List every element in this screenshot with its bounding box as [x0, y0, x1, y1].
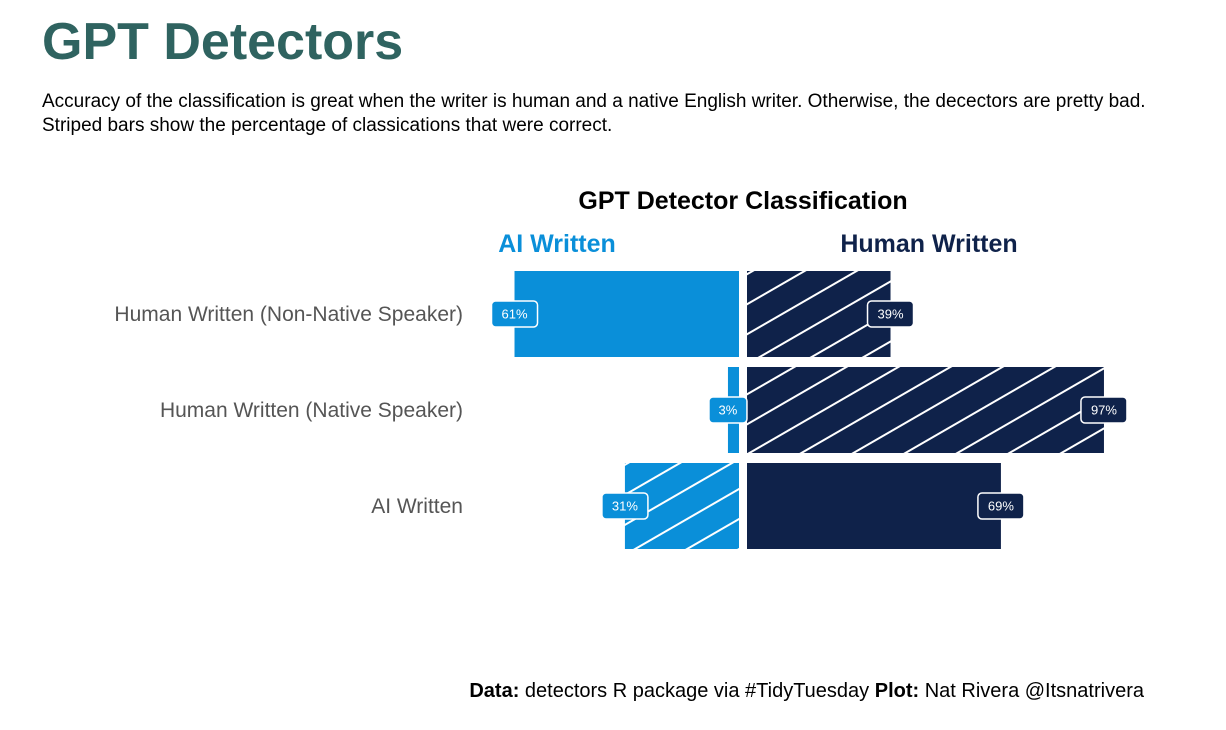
data-label: 61%: [490, 300, 539, 328]
page-subtitle: Accuracy of the classification is great …: [42, 91, 1146, 136]
data-label-text: 39%: [878, 307, 904, 322]
data-label-text: 31%: [612, 499, 638, 514]
category-label: AI Written: [371, 495, 463, 518]
caption-data-label: Data:: [469, 680, 520, 702]
data-label-text: 97%: [1091, 403, 1117, 418]
bar-human-written-striped: [747, 271, 891, 357]
data-label-box: [977, 492, 1025, 520]
data-label-box: [1080, 396, 1128, 424]
data-label: 31%: [601, 492, 649, 520]
caption-plot-label: Plot:: [874, 680, 920, 702]
data-labels-group: 61% 39% 3% 97% 31% 69%: [490, 300, 1128, 520]
data-label: 3%: [708, 396, 748, 424]
data-label-text: 69%: [988, 499, 1014, 514]
bar-human-written-striped: [747, 367, 1104, 453]
data-label: 97%: [1080, 396, 1128, 424]
data-label-text: 61%: [502, 307, 528, 322]
caption-data-text: detectors R package via #TidyTuesday: [519, 680, 875, 702]
data-label: 69%: [977, 492, 1025, 520]
data-label-box: [708, 396, 748, 424]
data-label-text: 3%: [719, 403, 738, 418]
legend-label-ai-written: AI Written: [498, 230, 616, 258]
data-label-box: [601, 492, 649, 520]
bar-human-written: [747, 463, 1001, 549]
caption-plot-text: Nat Rivera @Itsnatrivera: [919, 680, 1144, 702]
y-axis-labels: Human Written (Non-Native Speaker) Human …: [114, 303, 463, 518]
category-label: Human Written (Native Speaker): [160, 399, 463, 422]
data-label-box: [866, 300, 915, 328]
legend-label-human-written: Human Written: [840, 230, 1017, 258]
data-label-box: [490, 300, 539, 328]
data-label: 39%: [866, 300, 915, 328]
page-title: GPT Detectors: [42, 13, 404, 71]
category-label: Human Written (Non-Native Speaker): [114, 303, 463, 326]
caption: Data: detectors R package via #TidyTuesd…: [469, 678, 1144, 704]
bar-ai-written: [514, 271, 739, 357]
chart-title: GPT Detector Classification: [578, 187, 907, 215]
